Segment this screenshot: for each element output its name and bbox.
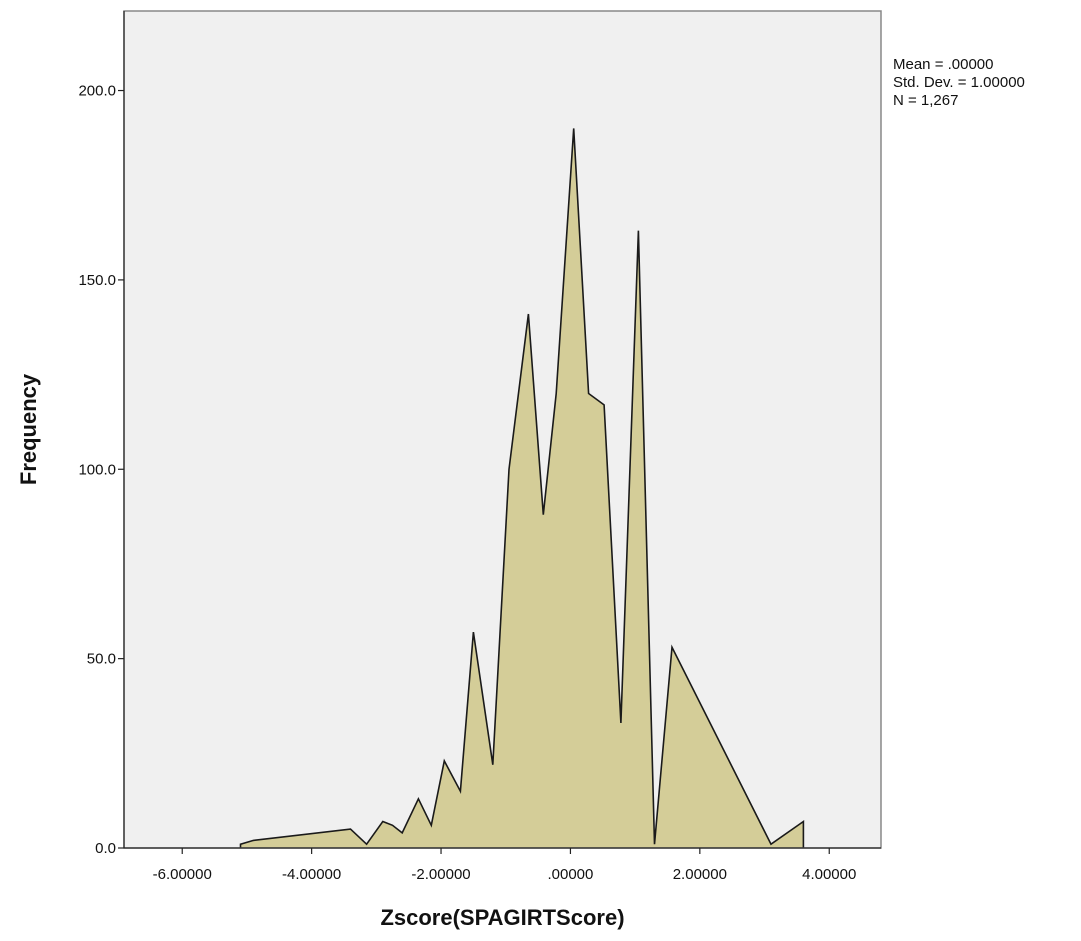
- y-axis-title: Frequency: [16, 373, 41, 485]
- x-tick-label: -6.00000: [153, 866, 212, 883]
- stats-std-dev: Std. Dev. = 1.00000: [893, 74, 1025, 91]
- stats-n: N = 1,267: [893, 92, 958, 109]
- x-axis-title: Zscore(SPAGIRTScore): [380, 905, 624, 930]
- y-tick-label: 50.0: [87, 651, 116, 668]
- x-tick-label: -2.00000: [411, 866, 470, 883]
- x-tick-label: -4.00000: [282, 866, 341, 883]
- y-tick-label: 0.0: [95, 840, 116, 857]
- y-tick-label: 200.0: [78, 83, 116, 100]
- series-line: [239, 128, 805, 848]
- y-tick-label: 150.0: [78, 272, 116, 289]
- x-tick-label: 4.00000: [802, 866, 856, 883]
- x-axis-ticks: -6.00000 -4.00000 -2.00000 .00000 2.00000 4.0…: [153, 848, 856, 883]
- stats-mean: Mean = .00000: [893, 56, 994, 73]
- y-axis-ticks: 0.0 50.0 100.0 150.0 200.0: [78, 83, 124, 857]
- x-tick-label: 2.00000: [673, 866, 727, 883]
- x-tick-label: .00000: [547, 866, 593, 883]
- series-area-fill: [240, 128, 804, 848]
- y-tick-label: 100.0: [78, 461, 116, 478]
